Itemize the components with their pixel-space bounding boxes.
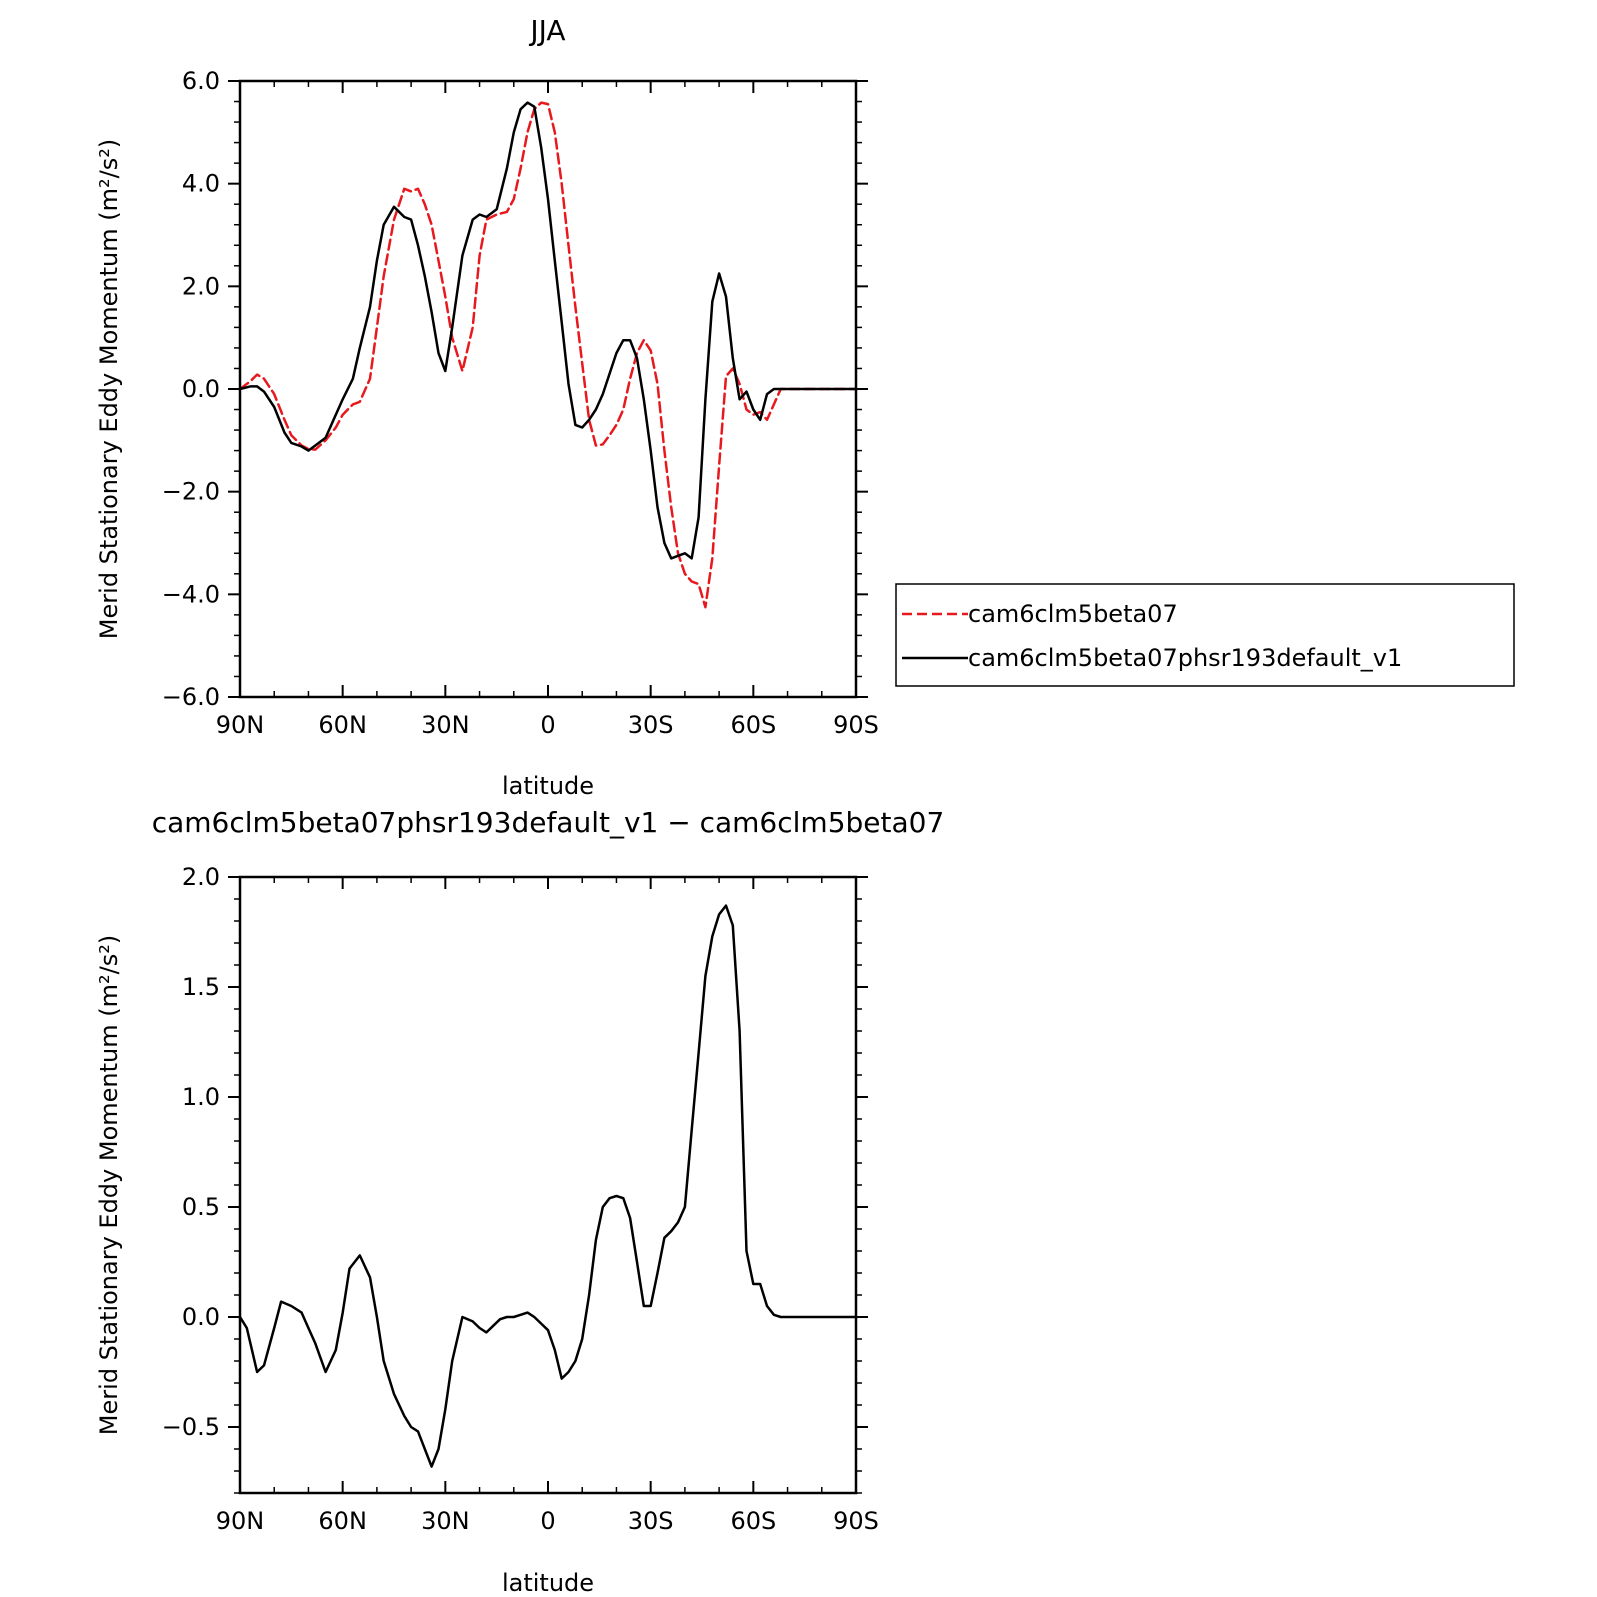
top-x-tick-label: 30N [421,711,470,739]
bottom-series-layer [238,904,858,1468]
top-y-axis-title: Merid Stationary Eddy Momentum (m²/s²) [95,139,123,639]
top-series-line-2 [238,101,858,560]
top-y-tick-label: 0.0 [182,375,220,403]
top-y-tick-label: −2.0 [162,478,220,506]
bottom-x-tick-label: 30N [421,1507,470,1535]
bottom-plot-frame [238,875,858,1495]
top-x-tick-label: 60S [730,711,776,739]
top-x-axis-title: latitude [502,772,594,800]
legend-label-cam6clm5beta07: cam6clm5beta07 [968,600,1178,628]
top-x-tick-label: 90S [833,711,879,739]
bottom-y-tick-label: 0.5 [182,1193,220,1221]
top-y-tick-label: 6.0 [182,67,220,95]
bottom-x-tick-label: 0 [540,1507,555,1535]
legend-label-cam6clm5beta07phsr193default-v1: cam6clm5beta07phsr193default_v1 [968,644,1402,672]
top-x-tick-label: 30S [628,711,674,739]
top-series-line-1 [238,101,858,609]
bottom-x-tick-label: 30S [628,1507,674,1535]
bottom-y-tick-label: −0.5 [162,1413,220,1441]
bottom-y-tick-label: 1.0 [182,1083,220,1111]
top-x-tick-label: 60N [318,711,367,739]
top-y-tick-label: 4.0 [182,170,220,198]
bottom-chart-title: cam6clm5beta07phsr193default_v1 − cam6cl… [152,806,945,839]
bottom-ticks: 90N 60N 30N 0 30S 60S 90S −0.5 0.0 0.5 1.0 1.5 2.0 [162,863,879,1535]
bottom-panel: cam6clm5beta07phsr193default_v1 − cam6cl… [95,806,944,1597]
top-y-tick-label: −4.0 [162,580,220,608]
bottom-y-tick-label: 1.5 [182,973,220,1001]
bottom-y-tick-label: 0.0 [182,1303,220,1331]
top-y-tick-label: 2.0 [182,272,220,300]
top-x-tick-label: 0 [540,711,555,739]
top-chart-title: JJA [528,14,565,47]
bottom-x-tick-label: 90S [833,1507,879,1535]
top-x-tick-label: 90N [216,711,265,739]
bottom-x-tick-label: 60S [730,1507,776,1535]
legend-box [895,583,1515,687]
top-panel: JJA 90N 60N 30N 0 30S 60S 90S −6.0 −4.0 −2.0 0.0 2.… [95,14,879,800]
top-y-tick-label: −6.0 [162,683,220,711]
legend: cam6clm5beta07 cam6clm5beta07phsr193defa… [895,583,1515,687]
bottom-y-axis-title: Merid Stationary Eddy Momentum (m²/s²) [95,935,123,1435]
bottom-y-tick-label: 2.0 [182,863,220,891]
top-plot-frame [238,79,858,699]
bottom-x-axis-title: latitude [502,1569,594,1597]
top-ticks: 90N 60N 30N 0 30S 60S 90S −6.0 −4.0 −2.0 0.0 2.0 4.0… [162,67,879,739]
bottom-x-tick-label: 90N [216,1507,265,1535]
top-series-layer [238,101,858,609]
bottom-series-line-1 [238,904,858,1468]
bottom-x-tick-label: 60N [318,1507,367,1535]
